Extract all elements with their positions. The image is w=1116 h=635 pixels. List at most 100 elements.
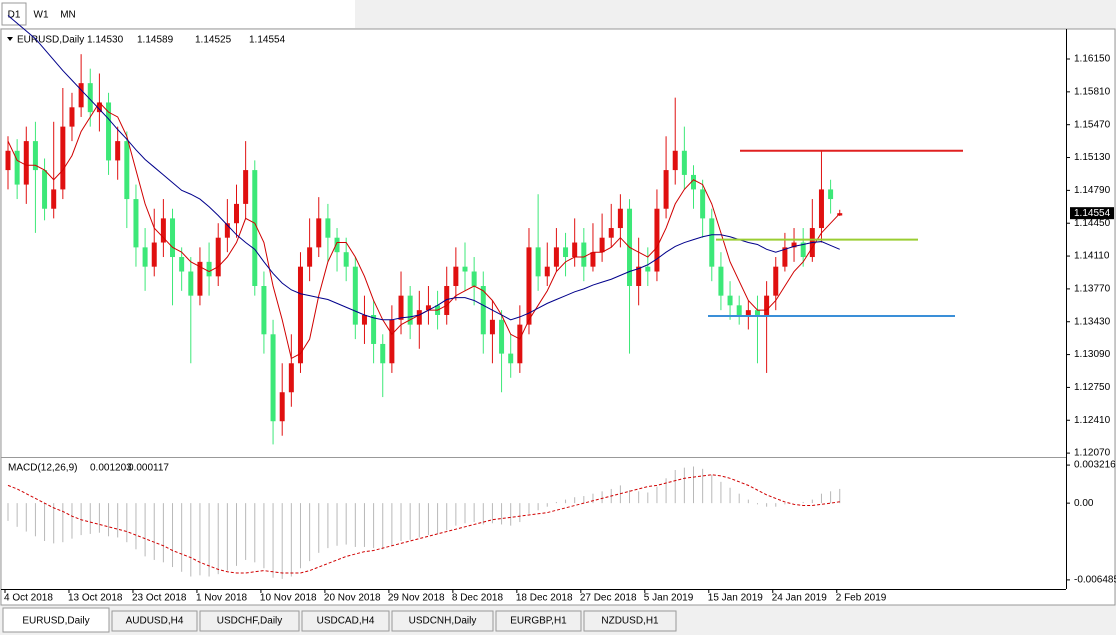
chart-title: EURUSD,Daily [17,35,84,46]
candle-body [727,295,733,306]
candle-body [380,343,386,364]
x-tick-label: 1 Nov 2018 [196,593,248,604]
tab-label[interactable]: EURUSD,Daily [22,616,89,627]
tab[interactable] [583,610,677,632]
toolbar-panel [0,0,355,28]
candle-body [5,150,11,171]
y-tick-label: -0.006485 [1074,575,1116,586]
candle-body [361,314,367,325]
candle-body [407,295,413,325]
candle-body [782,247,788,267]
signal-value: 0.000117 [128,463,169,474]
candle-body [672,150,678,171]
tab[interactable] [199,610,300,632]
candle-body [325,218,331,238]
y-tick-label: 1.15470 [1074,119,1111,130]
candle-body [297,266,303,364]
y-tick-label: 1.13090 [1074,349,1111,360]
x-tick-label: 24 Jan 2019 [772,593,827,604]
candle-body [800,242,806,258]
chart-menu-arrow[interactable] [7,37,13,41]
candle-body [508,353,514,364]
candle-body [188,271,194,296]
candle-body [544,266,550,277]
candle-body [553,247,559,267]
candle-body [416,310,422,325]
candle-body [480,286,486,335]
tab-label[interactable]: EURGBP,H1 [510,616,567,627]
candle-body [14,150,20,185]
y-tick-label: 1.13770 [1074,284,1111,295]
y-tick-label: 0.00 [1074,498,1094,509]
candle-body [517,324,523,364]
candle-body [316,218,322,248]
moving-average [7,15,840,321]
candle-body [444,286,450,315]
macd-title: MACD(12,26,9) [8,463,77,474]
x-tick-label: 15 Jan 2019 [708,593,763,604]
timeframe-button[interactable]: D1 [8,10,21,21]
candle-body [617,208,623,229]
tab[interactable] [301,610,390,632]
tab[interactable] [495,610,582,632]
candle-body [23,141,29,185]
candle-body [663,170,669,209]
candle-body [170,218,176,258]
candle-body [78,83,84,108]
timeframe-button[interactable]: MN [60,10,76,21]
candle-body [700,189,706,219]
candle-body [334,237,340,253]
x-tick-label: 27 Dec 2018 [580,593,637,604]
tab-label[interactable]: USDCNH,Daily [409,616,477,627]
candle-body [197,261,203,296]
ohlc-value: 1.14525 [195,35,232,46]
candle-body [115,141,121,161]
candle-body [654,208,660,272]
x-tick-label: 20 Nov 2018 [324,593,381,604]
x-tick-label: 23 Oct 2018 [132,593,187,604]
x-tick-label: 8 Dec 2018 [452,593,504,604]
tab[interactable] [111,610,198,632]
tab-label[interactable]: NZDUSD,H1 [601,616,659,627]
tab-active[interactable] [2,607,110,633]
candle-body [352,266,358,325]
candle-body [453,266,459,286]
y-tick-label: 1.12750 [1074,382,1111,393]
candle-body [791,242,797,248]
candle-body [32,141,38,171]
candle-body [371,314,377,344]
x-tick-label: 4 Oct 2018 [4,593,53,604]
candle-body [691,174,696,190]
x-tick-label: 5 Jan 2019 [644,593,694,604]
tab[interactable] [391,610,494,632]
y-tick-label: 1.14450 [1074,218,1111,229]
candle-body [636,266,642,286]
ohlc-value: 1.14589 [137,35,174,46]
candle-body [270,334,276,422]
candle-body [243,170,249,204]
tab-label[interactable]: USDCAD,H4 [317,616,375,627]
candle-body [69,107,75,127]
tab-label[interactable]: AUDUSD,H4 [126,616,184,627]
candle-body [42,170,48,209]
candle-body [288,363,294,393]
y-tick-label: 1.12410 [1074,415,1111,426]
tab-label[interactable]: USDCHF,Daily [217,616,283,627]
charts: EURUSD,Daily 1.14530 1.14589 1.14525 1.14554… [4,15,1116,604]
candle-body [151,242,157,267]
candle-body [279,392,285,422]
candle-body [590,252,596,267]
candle-body [224,223,230,238]
candle-body [745,310,751,315]
candle-body [389,319,395,364]
y-tick-label: 1.16150 [1074,54,1111,65]
candle-body [718,266,724,296]
timeframe-button[interactable]: W1 [34,10,49,21]
candle-body [160,218,166,243]
timeframe-active [1,2,27,26]
candle-body [307,247,313,267]
candle-body [234,203,239,224]
ohlc-value: 1.14554 [249,35,286,46]
y-tick-label: 0.003216 [1074,460,1116,471]
